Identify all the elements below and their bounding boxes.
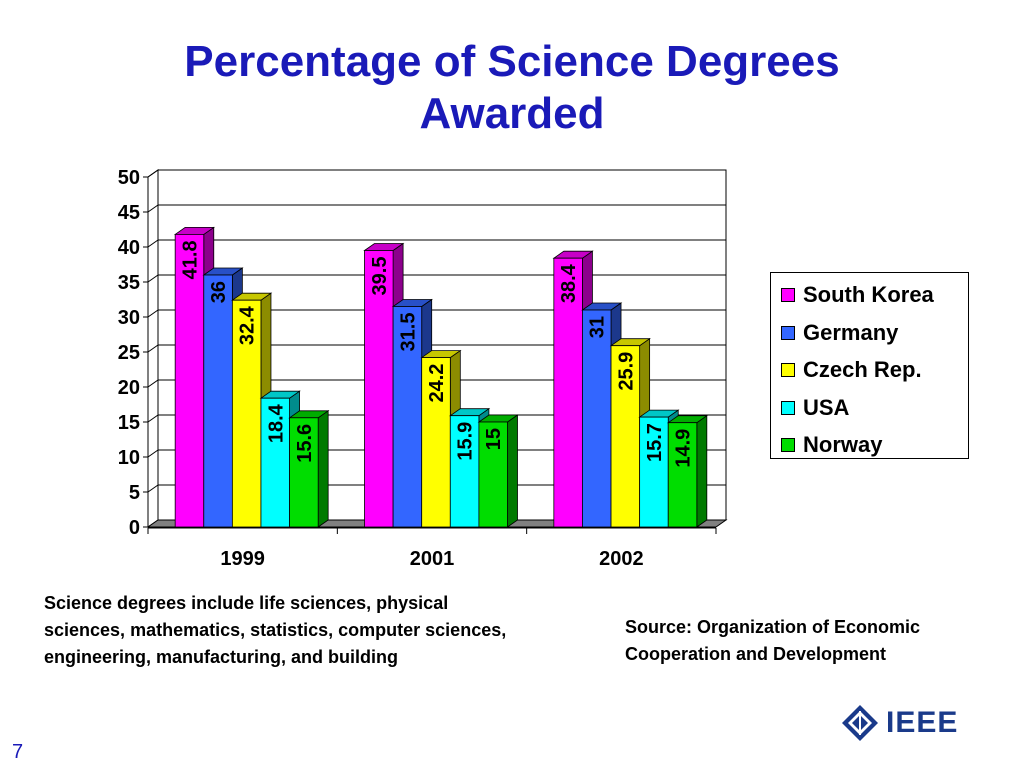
data-label: 18.4 (265, 403, 287, 443)
legend-item: Germany (781, 320, 898, 346)
bar-front (260, 397, 290, 528)
data-label: 38.4 (558, 263, 580, 303)
bar-front (553, 257, 583, 528)
y-tick-label: 15 (118, 412, 140, 434)
data-label: 24.2 (426, 364, 448, 403)
bar (666, 414, 709, 528)
ieee-diamond-icon (842, 705, 878, 741)
bar-front (639, 416, 669, 528)
legend-label: Germany (803, 319, 899, 345)
footnote-text: Science degrees include life sciences, p… (44, 593, 507, 667)
bar-front (364, 250, 394, 528)
bar-side (696, 414, 708, 528)
data-label: 31.5 (397, 313, 419, 352)
gridline-side (147, 239, 159, 248)
bar-front (289, 417, 319, 528)
y-tick-label: 50 (118, 167, 140, 189)
bar-side (507, 414, 518, 528)
gridline-side (147, 274, 159, 283)
bar-side (317, 410, 329, 528)
y-tick-label: 10 (118, 447, 140, 469)
bar-front (203, 274, 233, 528)
y-tick-label: 20 (118, 377, 140, 399)
gridline-side (147, 484, 159, 493)
data-label: 31 (587, 316, 609, 338)
bar (477, 414, 519, 528)
data-label: 41.8 (179, 240, 201, 279)
x-tick-label: 1999 (220, 548, 265, 570)
bar-front (392, 306, 423, 528)
legend-label: South Korea (803, 282, 934, 307)
legend-swatch (781, 325, 795, 340)
source-text: Source: Organization of Economic Coopera… (625, 617, 921, 664)
legend-item: Czech Rep. (781, 357, 922, 383)
data-label: 14.9 (673, 429, 695, 468)
data-label: 15.9 (455, 422, 477, 461)
bar-front (667, 422, 698, 528)
legend-item: South Korea (781, 282, 934, 308)
ieee-logo: IEEE (840, 700, 968, 746)
legend-label: Norway (803, 432, 883, 457)
legend-swatch (781, 363, 795, 377)
y-tick-label: 0 (129, 517, 140, 539)
chart-title-line: Awarded (419, 89, 605, 138)
logo-text: IEEE (886, 706, 959, 739)
x-tick-label: 2001 (410, 548, 455, 570)
gridline-side (147, 204, 159, 213)
chart-title: Percentage of Science Degrees Awarded (100, 36, 924, 140)
gridline-side (147, 379, 159, 388)
bar-front (421, 357, 451, 528)
chart-legend: South Korea Germany Czech Rep. USA Norway (770, 272, 969, 459)
legend-item: Norway (781, 432, 882, 458)
legend-swatch (781, 400, 795, 415)
bar-front (582, 309, 612, 528)
legend-label: USA (803, 394, 850, 420)
gridline-side (147, 449, 159, 458)
y-tick-label: 40 (118, 237, 140, 259)
bar-front (174, 233, 205, 528)
y-tick-label: 25 (118, 342, 140, 364)
bar-front (478, 421, 508, 528)
bars (173, 226, 709, 528)
chart-title-line: Percentage of Science Degrees (184, 37, 840, 86)
y-tick-label: 30 (118, 307, 140, 329)
legend-swatch (781, 438, 795, 452)
data-label: 25.9 (615, 352, 637, 391)
legend-item: USA (781, 395, 849, 421)
bar-front (449, 415, 480, 528)
page-number: 7 (12, 741, 24, 763)
data-label: 15.7 (644, 423, 666, 462)
gridline-side (147, 309, 159, 318)
bar-front (231, 299, 262, 528)
y-tick-label: 5 (129, 482, 140, 504)
legend-swatch (781, 288, 795, 302)
data-label: 36 (208, 281, 230, 303)
data-label: 39.5 (369, 257, 391, 296)
y-tick-label: 35 (118, 272, 140, 294)
data-label: 15 (483, 428, 505, 450)
bar-front (610, 345, 641, 528)
data-label: 15.6 (294, 424, 316, 463)
gridline-side (147, 344, 159, 353)
data-label: 32.4 (237, 305, 259, 345)
bar (288, 410, 330, 528)
gridline-side (147, 414, 159, 423)
legend-label: Czech Rep. (803, 357, 922, 382)
y-tick-label: 45 (118, 202, 140, 224)
data-labels: 41.8 36 32.4 18.4 15.6 39.5 31.5 24.2 15.9 15 38.4… (179, 240, 694, 467)
x-tick-label: 2002 (599, 548, 644, 570)
gridline-side (147, 169, 159, 178)
